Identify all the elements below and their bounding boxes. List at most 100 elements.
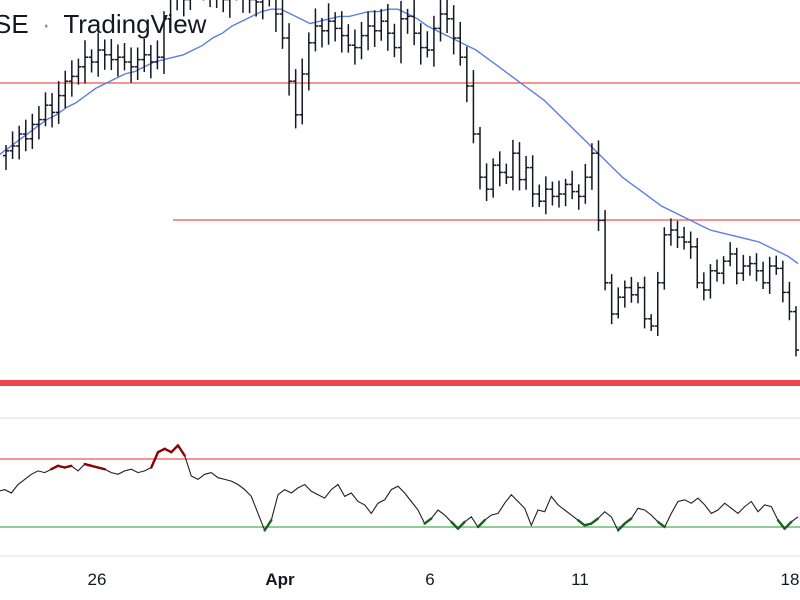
ohlc-bar[interactable]	[720, 256, 727, 285]
ohlc-bar[interactable]	[430, 15, 437, 67]
ohlc-bar[interactable]	[490, 158, 497, 198]
ohlc-bar[interactable]	[483, 163, 490, 202]
ohlc-bar[interactable]	[351, 29, 358, 65]
ohlc-bar[interactable]	[338, 11, 345, 53]
ohlc-bar[interactable]	[378, 8, 385, 41]
ohlc-bar[interactable]	[654, 271, 661, 336]
ohlc-bar[interactable]	[220, 0, 227, 13]
ohlc-bar[interactable]	[608, 274, 615, 325]
ohlc-bar[interactable]	[358, 21, 365, 60]
ohlc-bar[interactable]	[477, 126, 483, 190]
ohlc-bar[interactable]	[29, 113, 36, 149]
ohlc-bar[interactable]	[641, 276, 648, 329]
ohlc-bar[interactable]	[181, 0, 187, 17]
ohlc-bar[interactable]	[753, 253, 760, 282]
ohlc-bar[interactable]	[569, 170, 576, 200]
ohlc-bar[interactable]	[496, 151, 503, 187]
ohlc-bar[interactable]	[371, 10, 378, 47]
ohlc-bar[interactable]	[463, 46, 470, 103]
ohlc-bar[interactable]	[595, 140, 602, 232]
ohlc-bar[interactable]	[727, 242, 734, 267]
ohlc-bar[interactable]	[615, 287, 622, 319]
ohlc-bar[interactable]	[292, 69, 299, 129]
ohlc-bar[interactable]	[391, 23, 398, 58]
ohlc-bar[interactable]	[746, 255, 753, 276]
ohlc-bar[interactable]	[470, 70, 477, 144]
ohlc-bar[interactable]	[687, 231, 694, 259]
ohlc-bar[interactable]	[549, 181, 556, 206]
ohlc-bar[interactable]	[437, 0, 444, 42]
ohlc-bar[interactable]	[417, 23, 424, 65]
ohlc-bar[interactable]	[556, 180, 562, 208]
ohlc-bar[interactable]	[312, 8, 319, 52]
ohlc-bar[interactable]	[114, 44, 121, 77]
ohlc-bar[interactable]	[22, 119, 29, 152]
oscillator-pane[interactable]	[0, 417, 800, 557]
ohlc-bar[interactable]	[82, 40, 88, 84]
ohlc-bar[interactable]	[3, 144, 9, 171]
ohlc-bar[interactable]	[247, 0, 253, 14]
ohlc-bar[interactable]	[49, 93, 56, 128]
ohlc-bar[interactable]	[187, 0, 193, 10]
ohlc-bar[interactable]	[457, 21, 464, 66]
ohlc-bar[interactable]	[207, 0, 213, 8]
ohlc-bar[interactable]	[62, 70, 69, 109]
ohlc-bar[interactable]	[154, 40, 161, 70]
ohlc-bar[interactable]	[793, 306, 799, 357]
ohlc-bar[interactable]	[332, 12, 339, 42]
ohlc-bar[interactable]	[325, 3, 332, 45]
ohlc-bar[interactable]	[648, 314, 655, 331]
oscillator-line[interactable]	[0, 444, 799, 532]
ohlc-bar[interactable]	[661, 227, 668, 290]
ohlc-bar[interactable]	[35, 106, 42, 140]
ohlc-bar[interactable]	[766, 256, 773, 294]
ohlc-bar[interactable]	[503, 163, 510, 185]
ohlc-bar[interactable]	[42, 92, 49, 127]
ohlc-bar[interactable]	[582, 163, 589, 204]
ohlc-bar[interactable]	[121, 42, 128, 71]
ohlc-bar[interactable]	[273, 0, 279, 33]
ohlc-bar[interactable]	[174, 0, 180, 11]
ohlc-bar[interactable]	[68, 60, 75, 97]
ohlc-bar[interactable]	[733, 247, 740, 285]
ohlc-bar[interactable]	[299, 58, 306, 125]
ohlc-bar[interactable]	[240, 0, 246, 13]
ohlc-bar[interactable]	[674, 220, 681, 248]
ohlc-bar[interactable]	[75, 58, 82, 85]
ohlc-bar[interactable]	[628, 276, 635, 303]
ohlc-bar[interactable]	[621, 280, 628, 308]
ohlc-bar[interactable]	[740, 254, 747, 281]
ohlc-bar[interactable]	[16, 125, 23, 160]
ohlc-bar[interactable]	[681, 226, 688, 250]
ohlc-bar[interactable]	[450, 5, 457, 55]
ohlc-bar[interactable]	[588, 143, 595, 190]
ohlc-bar[interactable]	[134, 47, 141, 80]
ohlc-bar[interactable]	[161, 11, 167, 74]
ohlc-bar[interactable]	[786, 281, 793, 321]
ohlc-bar[interactable]	[55, 80, 62, 124]
ohlc-bar[interactable]	[516, 142, 523, 191]
ohlc-bar[interactable]	[319, 18, 325, 48]
ohlc-bar[interactable]	[253, 0, 260, 17]
ohlc-bar[interactable]	[345, 24, 352, 53]
ohlc-bar[interactable]	[635, 282, 641, 304]
ohlc-bar[interactable]	[226, 0, 233, 18]
price-pane[interactable]	[0, 0, 800, 357]
ohlc-bar[interactable]	[108, 38, 115, 71]
ohlc-bar[interactable]	[529, 155, 536, 207]
ohlc-bar[interactable]	[128, 47, 135, 83]
ohlc-bar[interactable]	[266, 0, 272, 7]
ohlc-bar[interactable]	[667, 218, 674, 246]
ohlc-bar[interactable]	[279, 0, 286, 49]
ohlc-bar[interactable]	[147, 44, 154, 79]
ohlc-bar[interactable]	[95, 33, 102, 77]
ohlc-bar[interactable]	[542, 176, 549, 215]
ohlc-bar[interactable]	[523, 155, 530, 190]
ohlc-bar[interactable]	[536, 184, 543, 207]
ohlc-bar[interactable]	[384, 3, 391, 51]
ohlc-bar[interactable]	[398, 0, 404, 64]
ohlc-bar[interactable]	[214, 0, 220, 8]
ohlc-bar[interactable]	[305, 32, 312, 91]
ohlc-bar[interactable]	[602, 210, 609, 291]
